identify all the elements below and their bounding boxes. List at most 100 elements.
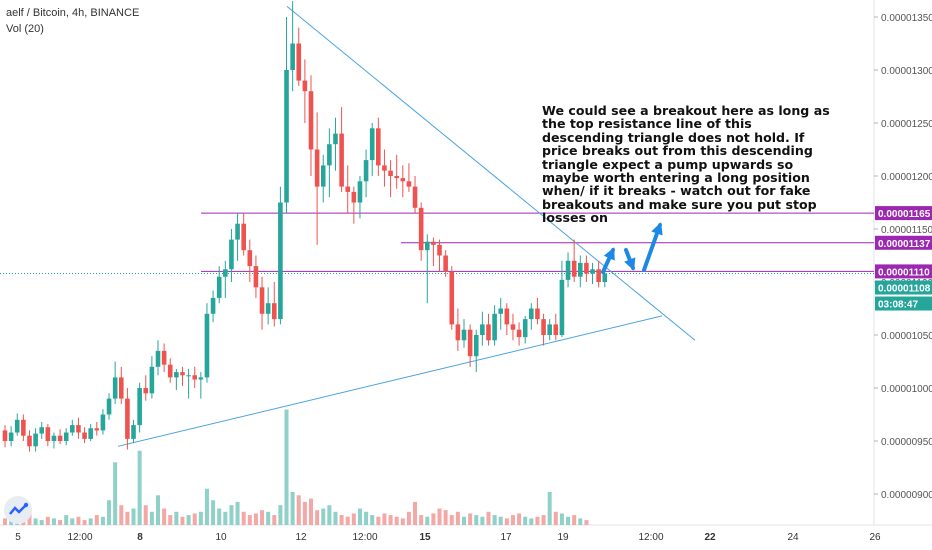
- volume-bar: [143, 505, 148, 525]
- candle-body: [284, 70, 289, 203]
- candle-body: [174, 372, 179, 378]
- candle-body: [137, 388, 142, 426]
- y-tick-label: 0.00000950: [881, 437, 932, 448]
- volume-bar: [413, 501, 418, 525]
- volume-bar: [107, 500, 112, 525]
- price-axis-label-bg: [875, 280, 932, 295]
- volume-indicator-title: Vol (20): [6, 23, 44, 35]
- volume-bar: [168, 515, 173, 525]
- candle-body: [302, 80, 308, 92]
- volume-bar: [192, 513, 197, 525]
- candle-body: [8, 432, 14, 441]
- volume-bar: [260, 510, 265, 525]
- candle-body: [229, 239, 234, 270]
- price-axis-label: 0.00001137: [878, 239, 931, 250]
- volume-bar: [541, 515, 546, 525]
- candle-body: [339, 133, 344, 187]
- candle-body: [596, 269, 601, 282]
- price-axis-label: 0.00001110: [878, 267, 930, 278]
- y-tick-label: 0.00001250: [881, 119, 932, 130]
- volume-bar: [45, 516, 50, 525]
- volume-bar: [278, 505, 283, 525]
- volume-bar: [431, 513, 436, 525]
- volume-bar: [180, 516, 185, 525]
- x-tick-label: 19: [557, 532, 569, 543]
- volume-bar: [455, 511, 460, 525]
- volume-bar: [33, 518, 38, 525]
- candle-body: [106, 398, 112, 415]
- volume-bar: [113, 462, 118, 525]
- candle-body: [327, 144, 332, 166]
- candle-body: [406, 181, 412, 187]
- volume-bar: [529, 518, 534, 525]
- candle-body: [39, 427, 45, 434]
- candle-body: [320, 165, 326, 187]
- candle-body: [376, 128, 381, 166]
- volume-bar: [137, 450, 142, 525]
- candle-body: [443, 255, 448, 272]
- volume-bar: [211, 500, 216, 525]
- candle-body: [290, 43, 295, 70]
- candle-body: [314, 149, 320, 187]
- candle-body: [186, 375, 191, 377]
- candle-body: [167, 364, 173, 378]
- ascending-trendline: [117, 315, 663, 447]
- candle-body: [235, 223, 240, 240]
- candle-body: [424, 241, 430, 251]
- logo-icon: [9, 502, 29, 515]
- volume-bar: [327, 505, 332, 525]
- volume-bar: [492, 515, 497, 525]
- candle-body: [63, 432, 69, 441]
- volume-bar: [376, 516, 381, 525]
- candle-body: [271, 303, 277, 320]
- candle-body: [516, 329, 522, 338]
- candle-body: [143, 388, 149, 394]
- volume-bar: [578, 518, 583, 525]
- candle-body: [94, 428, 100, 431]
- candle-body: [82, 432, 87, 439]
- candle-body: [394, 176, 399, 179]
- candle-body: [510, 324, 516, 330]
- volume-bar: [400, 518, 405, 525]
- volume-bar: [247, 515, 252, 525]
- candle-body: [27, 435, 32, 447]
- annotation-arrow-head: [603, 247, 615, 261]
- volume-bar: [517, 513, 522, 525]
- volume-bar: [566, 516, 571, 525]
- volume-bar: [235, 501, 240, 525]
- candle-body: [253, 266, 259, 288]
- volume-bar: [217, 508, 222, 525]
- y-tick-label: 0.00001150: [881, 225, 932, 236]
- candle-body: [369, 128, 375, 161]
- candle-body: [21, 419, 26, 436]
- candle-body: [161, 350, 167, 365]
- volume-bar: [100, 516, 105, 525]
- volume-bar: [302, 501, 307, 525]
- candle-body: [449, 271, 455, 325]
- volume-bar: [510, 515, 515, 525]
- volume-bar: [253, 513, 258, 525]
- annotation-text: We could see a breakout here as long as …: [542, 103, 830, 226]
- y-tick-label: 0.00001350: [881, 13, 932, 24]
- volume-bar: [266, 511, 271, 525]
- volume-bar: [523, 516, 528, 525]
- annotation-arrow-head: [651, 222, 663, 236]
- volume-bar: [388, 515, 393, 525]
- candle-body: [351, 191, 357, 203]
- y-tick-label: 0.00001200: [881, 172, 932, 183]
- symbol-title: aelf / Bitcoin, 4h, BINANCE: [6, 7, 140, 19]
- x-tick-label: 15: [419, 532, 431, 543]
- volume-bar: [321, 508, 326, 525]
- price-axis-label-bg: [875, 206, 932, 221]
- candle-body: [357, 181, 363, 203]
- volume-bar: [572, 515, 577, 525]
- volume-bar: [149, 511, 154, 525]
- candle-body: [180, 372, 185, 376]
- candle-body: [529, 308, 534, 320]
- volume-bar: [241, 511, 246, 525]
- candle-body: [70, 425, 75, 433]
- candle-body: [100, 414, 106, 431]
- candle-body: [112, 377, 118, 399]
- candle-body: [388, 170, 393, 176]
